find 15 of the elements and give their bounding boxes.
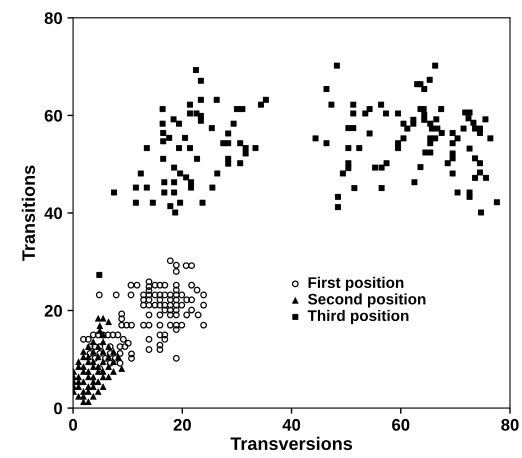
x-tick-label: 60: [392, 418, 410, 431]
x-axis-title: Transversions: [230, 436, 352, 450]
legend-label: Third position: [308, 310, 408, 324]
x-tick-label: 40: [282, 418, 300, 431]
x-tick-label: 20: [174, 418, 191, 431]
y-tick-label: 20: [44, 304, 62, 317]
x-tick-label: 0: [69, 418, 78, 431]
x-tick-label: 80: [501, 418, 519, 431]
y-tick-label: 80: [44, 12, 62, 24]
legend-label: Second position: [308, 293, 426, 308]
y-tick-label: 0: [54, 402, 62, 414]
y-axis-title: Transitions: [22, 166, 36, 261]
legend-label: First position: [308, 276, 404, 292]
y-tick-label: 40: [44, 207, 62, 220]
y-tick-label: 60: [44, 110, 62, 122]
